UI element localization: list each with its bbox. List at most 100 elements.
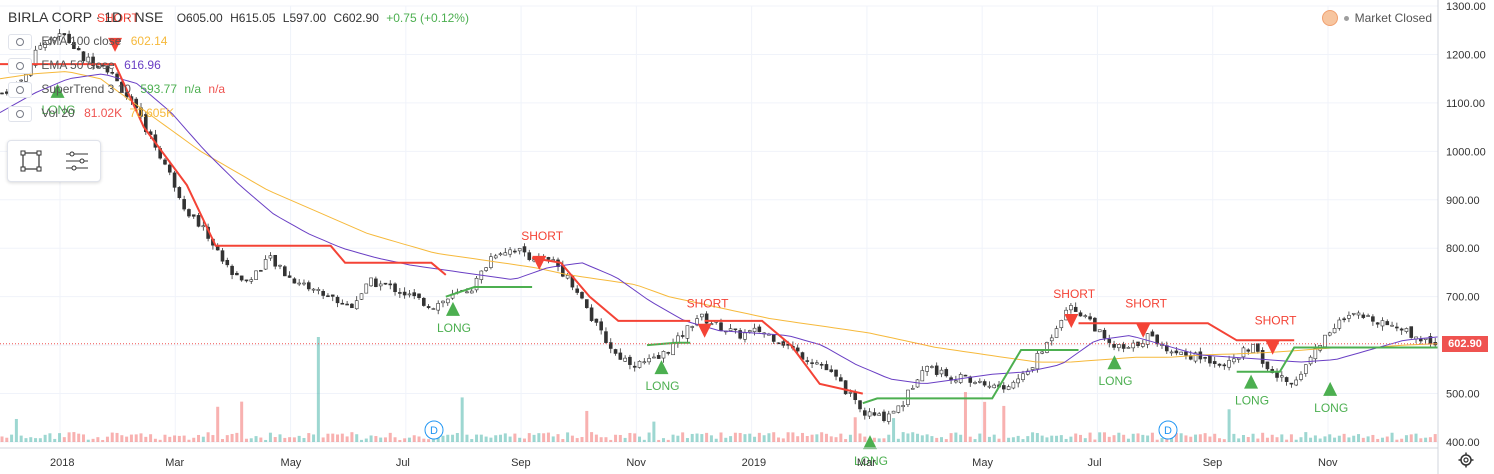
volume-bar: [738, 432, 742, 442]
volume-bar: [0, 436, 4, 442]
symbol-title[interactable]: BIRLA CORP · 1D · NSE: [8, 9, 164, 25]
long-signal-label: LONG: [854, 454, 888, 468]
legend-supertrend[interactable]: SuperTrend 3 10 593.77 n/a n/a: [8, 82, 225, 98]
volume-bar: [709, 435, 713, 442]
candle-body: [747, 330, 752, 333]
volume-bar: [451, 434, 455, 442]
candle-body: [1232, 358, 1236, 363]
volume-bar: [647, 432, 651, 442]
volume-bar: [1261, 432, 1265, 442]
y-tick-label: 1100.00: [1446, 98, 1485, 110]
candle-body: [374, 278, 378, 288]
candle-body: [1280, 375, 1284, 378]
volume-bar: [949, 433, 953, 442]
x-tick-label: 2019: [742, 457, 766, 469]
volume-bar: [546, 432, 550, 442]
candle-body: [196, 215, 201, 227]
candle-body: [872, 412, 877, 416]
candle-body: [283, 266, 287, 277]
volume-bar: [834, 437, 838, 442]
long-signal-label: LONG: [42, 103, 76, 117]
drawing-list-icon[interactable]: [61, 145, 93, 177]
volume-bar: [542, 433, 546, 442]
candle-body: [700, 313, 704, 318]
volume-bar: [1218, 438, 1222, 442]
volume-bar: [1275, 437, 1279, 442]
eye-icon[interactable]: [8, 106, 32, 122]
legend-ema100[interactable]: EMA 100 close 602.14: [8, 34, 167, 50]
legend-volume[interactable]: Vol 20 81.02K 70.605K: [8, 106, 174, 122]
volume-bar: [1189, 436, 1193, 442]
volume-bar: [417, 436, 421, 442]
volume-bar: [508, 436, 512, 442]
candle-body: [982, 381, 987, 386]
candle-body: [292, 278, 297, 284]
candle-body: [263, 259, 268, 270]
volume-bar: [556, 434, 560, 442]
candle-body: [623, 357, 627, 362]
candle-body: [426, 306, 431, 308]
volume-bar: [767, 433, 771, 442]
volume-bar: [676, 435, 680, 442]
volume-bar: [101, 439, 105, 442]
volume-bar: [1074, 433, 1078, 442]
volume-bar: [1280, 434, 1284, 442]
x-tick-label: May: [972, 457, 993, 469]
volume-bar: [470, 439, 474, 442]
volume-bar: [1021, 439, 1025, 442]
eye-icon[interactable]: [8, 34, 32, 50]
rectangle-select-icon[interactable]: [15, 145, 47, 177]
candle-body: [417, 293, 421, 299]
volume-bar: [939, 437, 943, 442]
candle-body: [43, 42, 47, 48]
candle-body: [503, 252, 508, 256]
eye-icon[interactable]: [8, 58, 32, 74]
eye-icon[interactable]: [8, 82, 32, 98]
volume-bar: [110, 432, 114, 442]
candle-body: [666, 352, 671, 354]
volume-bar: [666, 439, 670, 442]
candle-body: [896, 405, 901, 413]
volume-bar: [1107, 436, 1111, 442]
volume-bar: [1126, 438, 1130, 442]
volume-bar: [364, 438, 368, 442]
candle-body: [628, 356, 632, 365]
volume-bar: [642, 439, 646, 442]
candle-body: [963, 374, 968, 377]
candle-body: [1179, 351, 1183, 355]
candle-body: [680, 335, 685, 337]
volume-bar: [1380, 437, 1384, 442]
volume-bar: [173, 435, 177, 442]
x-tick-label: Sep: [1203, 457, 1223, 469]
volume-bar: [58, 433, 62, 442]
volume-bar: [360, 439, 363, 442]
volume-bar: [259, 437, 263, 442]
volume-bar: [1318, 438, 1322, 442]
high-value: H615.05: [230, 11, 276, 25]
volume-bar: [1433, 434, 1437, 442]
candle-body: [1011, 381, 1016, 389]
candle-body: [393, 283, 397, 293]
volume-bar: [441, 435, 445, 442]
volume-bar: [412, 435, 416, 442]
volume-bar: [839, 433, 843, 442]
legend-ema50[interactable]: EMA 50 close 616.96: [8, 58, 161, 74]
gear-icon[interactable]: [1458, 452, 1474, 468]
volume-bar: [67, 432, 71, 442]
supertrend-up-line: [647, 341, 691, 347]
dividend-marker-label: D: [430, 425, 438, 437]
volume-bar: [944, 439, 948, 442]
candle-body: [853, 391, 858, 400]
last-price-label: 602.90: [1442, 336, 1488, 352]
candle-body: [1385, 321, 1390, 326]
supertrend-down-line: [1078, 322, 1295, 342]
close-value: C602.90: [333, 11, 379, 25]
volume-bar: [249, 438, 253, 442]
candle-body: [187, 209, 191, 217]
candle-body: [1169, 351, 1174, 354]
volume-bar: [134, 434, 138, 442]
volume-bar: [1347, 437, 1351, 442]
volume-bar: [336, 434, 340, 442]
candle-body: [335, 296, 340, 304]
